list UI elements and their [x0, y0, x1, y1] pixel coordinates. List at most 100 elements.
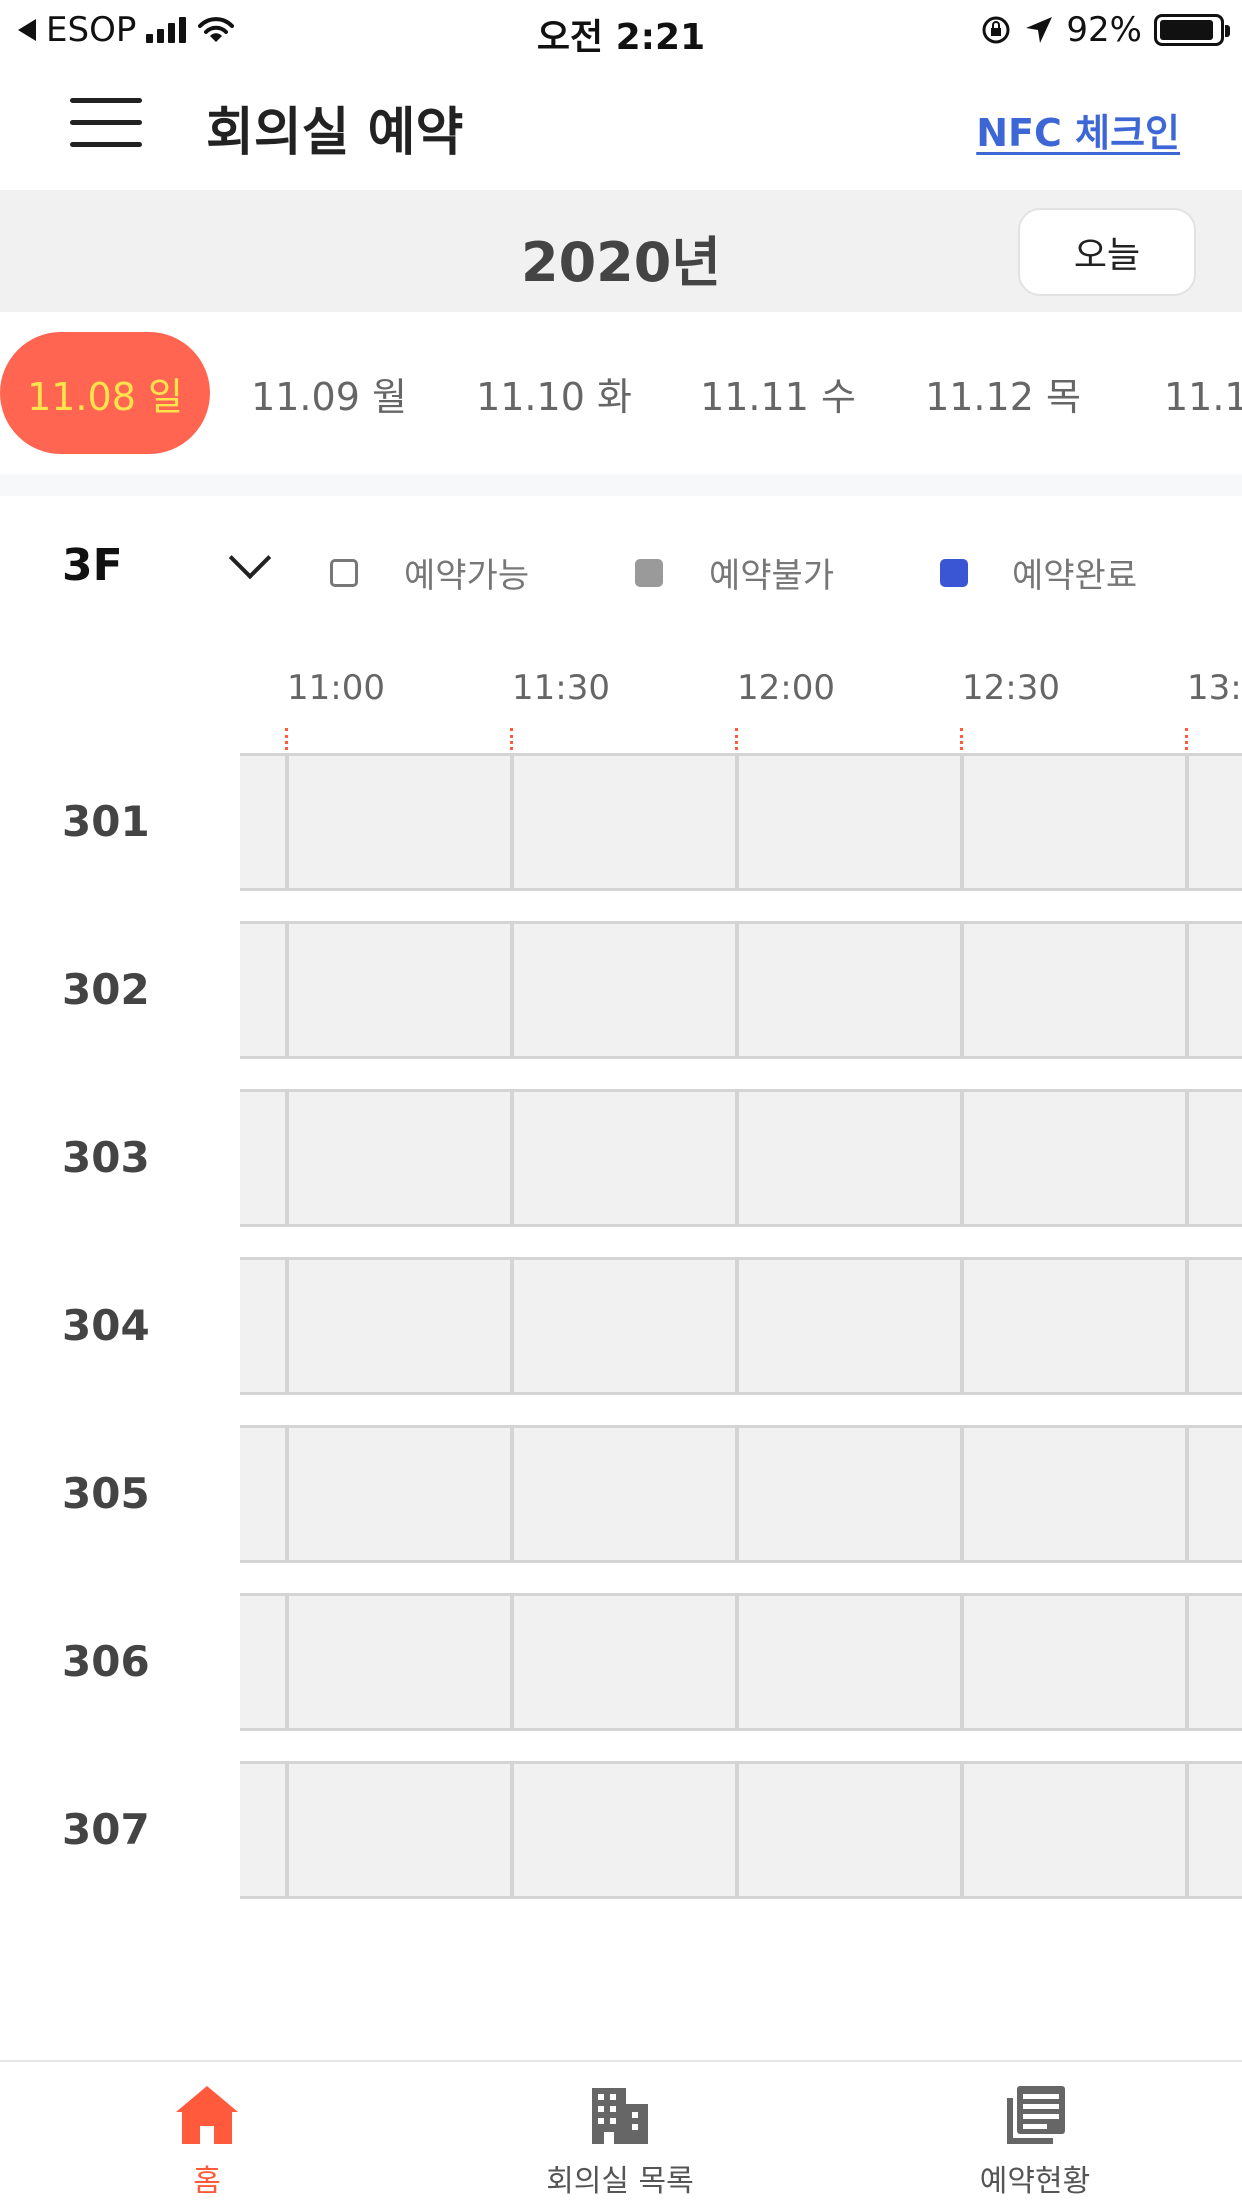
- time-slot[interactable]: [735, 1428, 960, 1560]
- time-slot[interactable]: [240, 1596, 285, 1728]
- slot-divider: [1185, 1428, 1189, 1560]
- slot-divider: [285, 1764, 289, 1896]
- time-slot[interactable]: [735, 924, 960, 1056]
- nfc-checkin-link[interactable]: NFC 체크인: [976, 111, 1180, 155]
- time-slot[interactable]: [285, 1596, 510, 1728]
- page-title: 회의실 예약: [206, 103, 464, 163]
- unavailable-swatch: [635, 558, 663, 587]
- slot-divider: [510, 1764, 514, 1896]
- room-timeline-row: [240, 1425, 1242, 1563]
- time-slot[interactable]: [285, 924, 510, 1056]
- slot-divider: [1185, 1260, 1189, 1392]
- time-slot[interactable]: [735, 1764, 960, 1896]
- time-slot[interactable]: [960, 1596, 1185, 1728]
- app-header: 회의실 예약 NFC 체크인: [0, 62, 1242, 190]
- time-slot[interactable]: [510, 1764, 735, 1896]
- date-item[interactable]: 11.08 일: [0, 332, 210, 454]
- date-item[interactable]: 11.11 수: [700, 374, 856, 419]
- slot-divider: [510, 1428, 514, 1560]
- tab-home[interactable]: 홈: [57, 2084, 357, 2200]
- time-slot[interactable]: [1185, 756, 1242, 888]
- slot-divider: [510, 1260, 514, 1392]
- slot-divider: [510, 1596, 514, 1728]
- time-slot[interactable]: [1185, 924, 1242, 1056]
- time-slot[interactable]: [735, 1260, 960, 1392]
- date-item[interactable]: 11.12 목: [925, 374, 1081, 419]
- time-slot[interactable]: [510, 1596, 735, 1728]
- time-slot[interactable]: [960, 1092, 1185, 1224]
- time-slot[interactable]: [510, 756, 735, 888]
- tab-room-list[interactable]: 회의실 목록: [470, 2084, 770, 2200]
- year-bar: 2020년 오늘: [0, 190, 1242, 312]
- time-slot[interactable]: [1185, 1764, 1242, 1896]
- time-slot[interactable]: [285, 1764, 510, 1896]
- room-label: 303: [62, 1133, 150, 1182]
- time-label: 11:30: [512, 668, 610, 708]
- slot-divider: [735, 1092, 739, 1224]
- room-timeline-row: [240, 1089, 1242, 1227]
- year-label: 2020년: [521, 231, 721, 294]
- slot-divider: [510, 924, 514, 1056]
- time-slot[interactable]: [285, 1092, 510, 1224]
- tab-label: 예약현황: [979, 2164, 1091, 2199]
- room-timeline-row: [240, 1593, 1242, 1731]
- time-tick: [735, 728, 738, 750]
- time-slot[interactable]: [1185, 1092, 1242, 1224]
- time-slot[interactable]: [240, 1764, 285, 1896]
- available-swatch: [330, 558, 358, 587]
- slot-divider: [1185, 1764, 1189, 1896]
- room-timeline-row: [240, 921, 1242, 1059]
- time-slot[interactable]: [240, 924, 285, 1056]
- slot-divider: [735, 1428, 739, 1560]
- tab-reservation-status[interactable]: 예약현황: [885, 2084, 1185, 2200]
- hamburger-menu-icon[interactable]: [70, 98, 142, 148]
- date-item[interactable]: 11.13 금: [1164, 374, 1242, 419]
- time-slot[interactable]: [285, 756, 510, 888]
- time-slot[interactable]: [960, 1428, 1185, 1560]
- time-label: 12:00: [737, 668, 835, 708]
- time-slot[interactable]: [240, 1260, 285, 1392]
- time-slot[interactable]: [510, 1428, 735, 1560]
- time-slot[interactable]: [510, 1260, 735, 1392]
- legend-booked: 예약완료: [940, 548, 1137, 597]
- date-item[interactable]: 11.10 화: [476, 374, 632, 419]
- time-slot[interactable]: [960, 756, 1185, 888]
- today-button[interactable]: 오늘: [1018, 208, 1196, 296]
- time-slot[interactable]: [1185, 1260, 1242, 1392]
- time-label: 12:30: [962, 668, 1060, 708]
- time-slot[interactable]: [960, 1764, 1185, 1896]
- time-slot[interactable]: [285, 1428, 510, 1560]
- time-slot[interactable]: [960, 924, 1185, 1056]
- time-slot[interactable]: [240, 1428, 285, 1560]
- time-slot[interactable]: [960, 1260, 1185, 1392]
- date-strip[interactable]: 11.08 일 11.09 월 11.10 화 11.11 수 11.12 목 …: [0, 312, 1242, 474]
- slot-divider: [960, 756, 964, 888]
- time-slot[interactable]: [1185, 1428, 1242, 1560]
- back-arrow-icon[interactable]: [18, 19, 36, 41]
- time-slot[interactable]: [735, 1596, 960, 1728]
- battery-icon: [1154, 14, 1230, 46]
- time-slot[interactable]: [285, 1260, 510, 1392]
- time-slot[interactable]: [735, 756, 960, 888]
- time-slot[interactable]: [735, 1092, 960, 1224]
- home-icon: [176, 2086, 238, 2144]
- floor-dropdown[interactable]: 3F: [62, 536, 271, 591]
- cellular-signal-icon: [146, 17, 187, 43]
- time-slot[interactable]: [240, 1092, 285, 1224]
- tab-label: 회의실 목록: [546, 2164, 694, 2199]
- time-label: 13:00: [1187, 668, 1242, 708]
- time-slot[interactable]: [510, 924, 735, 1056]
- slot-divider: [960, 924, 964, 1056]
- date-item[interactable]: 11.09 월: [251, 374, 407, 419]
- battery-percent: 92%: [1066, 10, 1142, 50]
- slot-divider: [285, 924, 289, 1056]
- slot-divider: [510, 1092, 514, 1224]
- time-label: 11:00: [287, 668, 385, 708]
- slot-divider: [735, 1764, 739, 1896]
- time-slot[interactable]: [240, 756, 285, 888]
- time-slot[interactable]: [1185, 1596, 1242, 1728]
- time-slot[interactable]: [510, 1092, 735, 1224]
- building-icon: [592, 2088, 648, 2144]
- room-timeline-row: [240, 1761, 1242, 1899]
- wifi-icon: [198, 17, 235, 42]
